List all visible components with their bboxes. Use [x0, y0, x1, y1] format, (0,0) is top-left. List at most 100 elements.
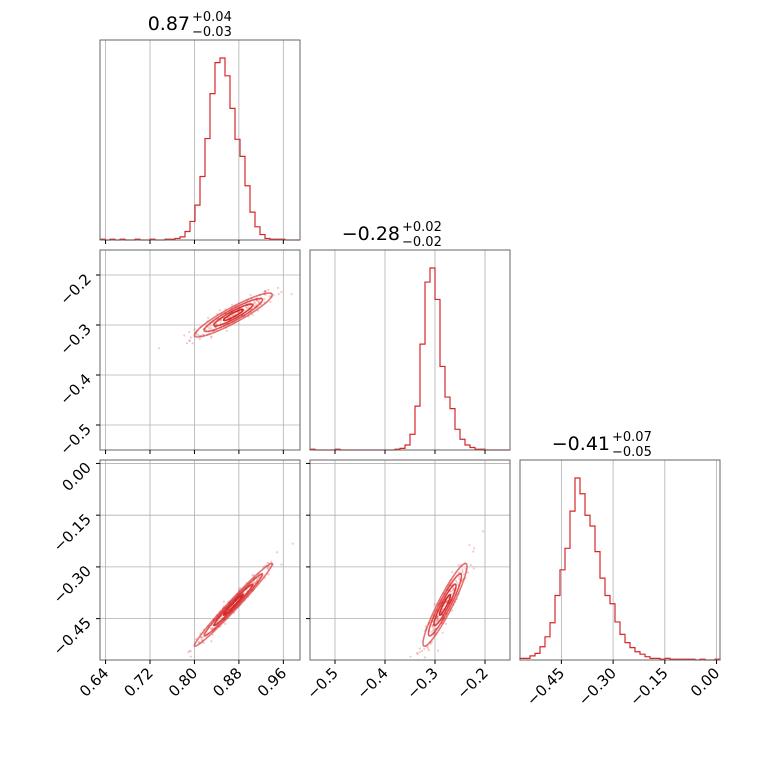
sample-point — [218, 309, 221, 312]
x-tick-label: 0.96 — [254, 664, 290, 700]
sample-point — [472, 567, 475, 570]
sample-point — [473, 547, 476, 550]
sample-point — [431, 626, 434, 629]
x-tick-label: −0.30 — [575, 664, 620, 709]
sample-point — [245, 307, 248, 310]
sample-point — [211, 627, 214, 630]
sample-point — [280, 290, 283, 293]
sample-point — [194, 637, 198, 641]
x-tick-label: −0.15 — [626, 664, 671, 709]
sample-point — [409, 655, 412, 658]
sample-point — [228, 315, 231, 319]
sample-point — [197, 333, 200, 336]
y-tick-label: −0.4 — [56, 370, 94, 408]
sample-point — [209, 324, 212, 327]
x-tick-label: 0.64 — [76, 664, 112, 700]
contour-level — [438, 593, 452, 616]
contour-level — [193, 292, 274, 338]
panel-title-minus: −0.03 — [192, 25, 232, 40]
sample-point — [215, 323, 218, 326]
sample-point — [466, 571, 469, 574]
sample-point — [275, 551, 279, 554]
panel-0-0: 0.87 +0.04−0.03 — [99, 10, 301, 244]
sample-point — [230, 314, 233, 318]
panel-2-1: −0.5 −0.4 −0.3 −0.2 — [303, 459, 511, 703]
sample-point — [263, 290, 266, 293]
axes-frame — [519, 459, 721, 661]
sample-point — [210, 335, 213, 338]
sample-point — [210, 627, 213, 630]
sample-point — [183, 334, 186, 337]
sample-point — [429, 642, 432, 645]
sample-point — [189, 649, 192, 653]
sample-point — [207, 316, 210, 319]
axes-frame — [99, 39, 301, 241]
contour-level — [193, 562, 274, 648]
sample-point — [450, 590, 453, 593]
panel-title-value: 0.87 — [148, 13, 190, 35]
x-tick-label: 0.72 — [120, 664, 156, 700]
sample-point — [445, 600, 448, 604]
sample-point — [219, 319, 223, 322]
sample-point — [208, 327, 211, 330]
sample-point — [264, 290, 267, 293]
sample-point — [253, 301, 257, 304]
sample-point — [195, 333, 198, 336]
sample-point — [200, 638, 203, 641]
sample-point — [245, 306, 248, 309]
sample-point — [219, 322, 222, 325]
x-tick-label: −0.5 — [303, 664, 341, 702]
sample-point — [251, 574, 254, 577]
sample-point — [458, 577, 461, 580]
sample-point — [157, 347, 160, 350]
sample-point — [451, 571, 454, 574]
contour-level — [222, 308, 244, 322]
sample-point — [185, 342, 188, 345]
sample-point — [253, 300, 256, 303]
panel-1-0: −0.5 −0.4 −0.3 −0.2 — [56, 249, 301, 459]
sample-point — [436, 649, 440, 652]
sample-point — [252, 573, 255, 577]
sample-point — [430, 630, 433, 633]
panel-2-0: −0.45 −0.30 −0.15 0.00 0.64 0.72 0.80 0.88 0.96 — [50, 459, 301, 700]
panel-title-value: −0.28 — [342, 223, 400, 245]
sample-point — [255, 299, 258, 302]
sample-point — [211, 633, 214, 636]
sample-point — [176, 667, 178, 669]
sample-point — [170, 668, 172, 670]
sample-point — [436, 615, 439, 618]
sample-point — [461, 568, 464, 571]
sample-point — [469, 563, 472, 566]
sample-point — [257, 301, 260, 304]
histogram-var-2 — [519, 477, 721, 661]
sample-point — [267, 566, 270, 569]
axes-frame — [309, 459, 511, 661]
sample-point — [426, 646, 430, 650]
sample-point — [222, 600, 226, 603]
sample-point — [270, 560, 273, 563]
sample-point — [436, 619, 439, 622]
panel-2-2: −0.41 +0.07−0.05 −0.45 −0.30 −0.15 0.00 — [519, 430, 723, 709]
sample-point — [263, 298, 266, 301]
x-tick-label: −0.2 — [453, 664, 491, 702]
y-tick-label: 0.00 — [58, 459, 94, 495]
sample-point — [198, 337, 201, 341]
sample-point — [249, 293, 252, 297]
sample-point — [436, 618, 439, 621]
x-tick-label: 0.00 — [687, 664, 723, 700]
contour-level — [203, 297, 264, 333]
sample-point — [435, 620, 438, 623]
x-tick-label: −0.3 — [403, 664, 441, 702]
sample-point — [433, 603, 436, 606]
y-tick-label: −0.15 — [50, 510, 95, 555]
sample-point — [451, 589, 455, 592]
sample-point — [188, 339, 191, 342]
sample-point — [202, 641, 206, 644]
sample-point — [272, 293, 275, 297]
sample-point — [461, 570, 464, 573]
sample-point — [243, 309, 246, 312]
sample-point — [253, 582, 256, 585]
sample-point — [225, 329, 228, 332]
sample-point — [436, 614, 440, 617]
